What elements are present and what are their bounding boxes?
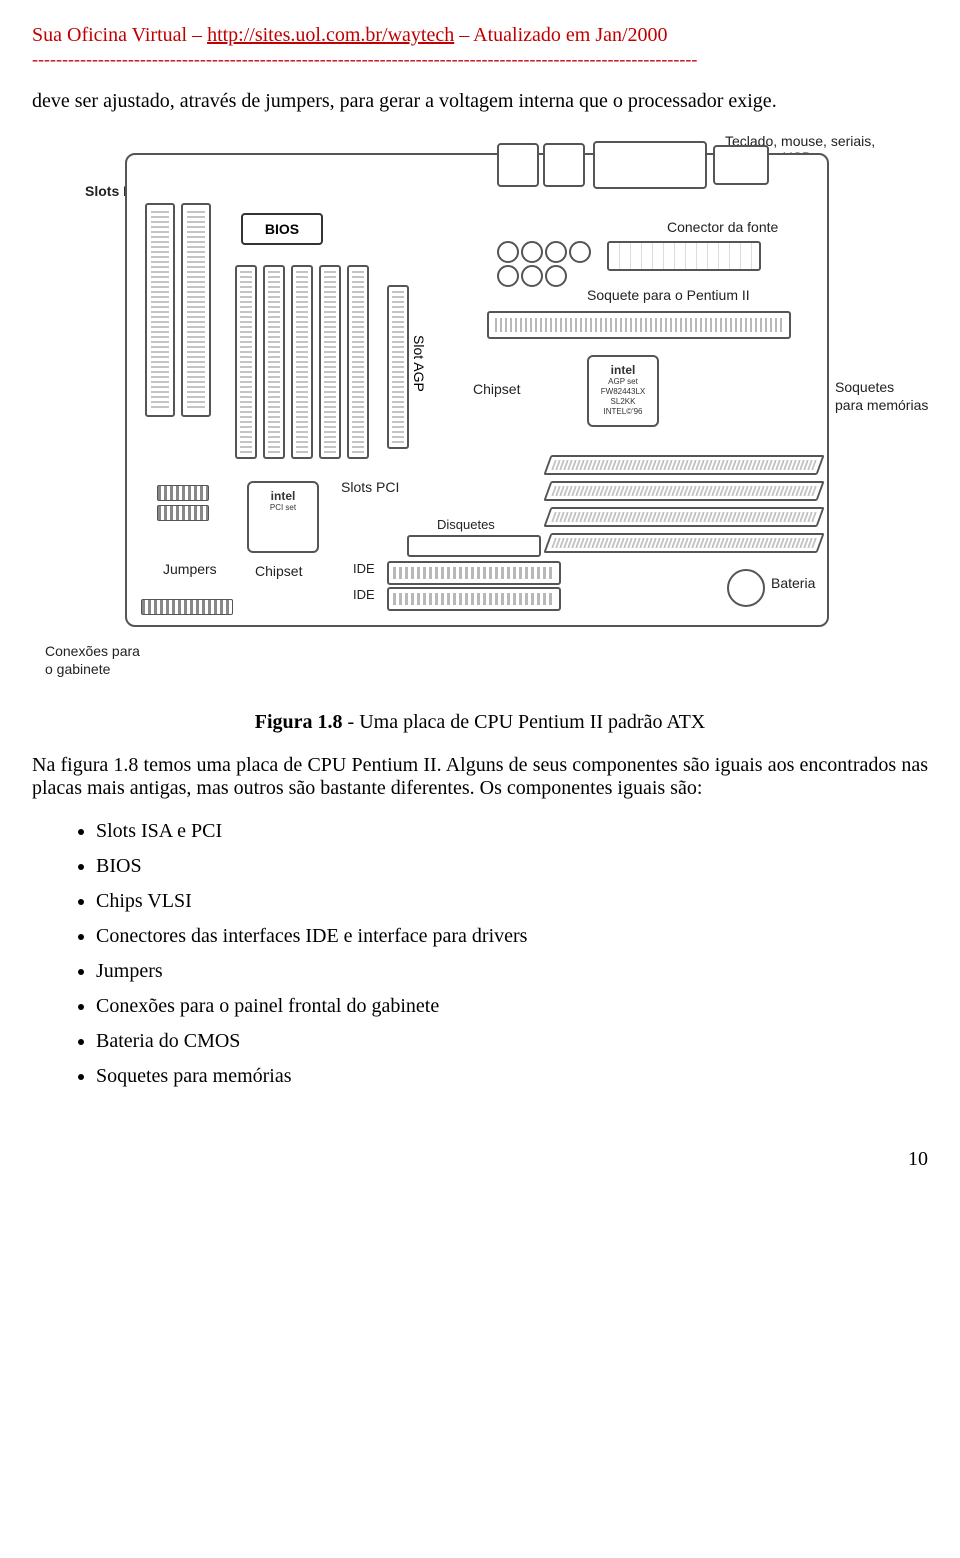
list-item: Conexões para o painel frontal do gabine… [96, 995, 928, 1018]
paragraph-2: Na figura 1.8 temos uma placa de CPU Pen… [32, 754, 928, 800]
list-item: Chips VLSI [96, 890, 928, 913]
jumper-block [157, 485, 209, 501]
capacitor [521, 265, 543, 287]
label-soquetes-mem-1: Soquetes [835, 379, 894, 395]
chipset-south: intel PCI set [247, 481, 319, 553]
list-item: BIOS [96, 855, 928, 878]
header-link: http://sites.uol.com.br/waytech [207, 24, 454, 46]
label-jumpers: Jumpers [163, 561, 217, 577]
bios-chip: BIOS [241, 213, 323, 245]
label-chipset-1: Chipset [473, 381, 520, 397]
pci-slot [263, 265, 285, 459]
front-panel-header [141, 599, 233, 615]
io-usb [543, 143, 585, 187]
fdd-connector [407, 535, 541, 557]
chipset-north: intel AGP set FW82443LX SL2KK INTEL©'96 [587, 355, 659, 427]
power-connector [607, 241, 761, 271]
pentium2-slot [487, 311, 791, 339]
label-soquete-p2: Soquete para o Pentium II [587, 287, 750, 303]
header-right: – Atualizado em Jan/2000 [454, 24, 667, 46]
io-serial [713, 145, 769, 185]
figure-caption-text: - Uma placa de CPU Pentium II padrão ATX [343, 711, 706, 733]
capacitor [497, 241, 519, 263]
list-item: Jumpers [96, 960, 928, 983]
label-slots-pci: Slots PCI [341, 479, 399, 495]
label-conector-fonte: Conector da fonte [667, 219, 778, 235]
ide-connector [387, 587, 561, 611]
label-soquetes-mem-2: para memórias [835, 397, 928, 413]
figure-caption: Figura 1.8 - Uma placa de CPU Pentium II… [32, 711, 928, 734]
agp-slot [387, 285, 409, 449]
capacitor [545, 265, 567, 287]
intro-paragraph: deve ser ajustado, através de jumpers, p… [32, 90, 928, 113]
figure-caption-label: Figura 1.8 [255, 711, 343, 733]
chip-brand: intel [595, 363, 651, 377]
pci-slot [347, 265, 369, 459]
label-disquetes: Disquetes [437, 517, 495, 532]
isa-slot [145, 203, 175, 417]
dimm-slot [543, 455, 824, 475]
jumper-block [157, 505, 209, 521]
isa-slot [181, 203, 211, 417]
label-ide-1: IDE [353, 561, 375, 576]
pci-slot [291, 265, 313, 459]
label-conexoes-2: o gabinete [45, 661, 110, 677]
ide-connector [387, 561, 561, 585]
label-ide-2: IDE [353, 587, 375, 602]
header-left: Sua Oficina Virtual – [32, 24, 207, 46]
label-conexoes-1: Conexões para [45, 643, 140, 659]
capacitor [545, 241, 567, 263]
chip2-text: PCI set [255, 503, 311, 513]
io-parallel [593, 141, 707, 189]
header-dashline: ----------------------------------------… [32, 49, 928, 70]
capacitor [521, 241, 543, 263]
dimm-slot [543, 481, 824, 501]
chip-text: AGP set FW82443LX SL2KK INTEL©'96 [595, 377, 651, 417]
list-item: Slots ISA e PCI [96, 820, 928, 843]
board-outline: BIOS Slot AGP intel AGP set FW82443LX SL… [125, 153, 829, 627]
label-slot-agp: Slot AGP [411, 335, 427, 392]
label-chipset-2: Chipset [255, 563, 302, 579]
capacitor [497, 265, 519, 287]
dimm-slot [543, 507, 824, 527]
page-number: 10 [32, 1148, 928, 1171]
pci-slot [235, 265, 257, 459]
component-list: Slots ISA e PCI BIOS Chips VLSI Conector… [32, 820, 928, 1088]
battery [727, 569, 765, 607]
figure-1-8: Slots ISA Conexões para o gabinete Tecla… [32, 133, 928, 693]
list-item: Bateria do CMOS [96, 1030, 928, 1053]
list-item: Soquetes para memórias [96, 1065, 928, 1088]
motherboard-diagram: Slots ISA Conexões para o gabinete Tecla… [45, 133, 915, 693]
page-header: Sua Oficina Virtual – http://sites.uol.c… [32, 24, 928, 47]
capacitor [569, 241, 591, 263]
label-bateria: Bateria [771, 575, 815, 591]
dimm-slot [543, 533, 824, 553]
list-item: Conectores das interfaces IDE e interfac… [96, 925, 928, 948]
pci-slot [319, 265, 341, 459]
chip-brand-2: intel [255, 489, 311, 503]
io-ps2 [497, 143, 539, 187]
